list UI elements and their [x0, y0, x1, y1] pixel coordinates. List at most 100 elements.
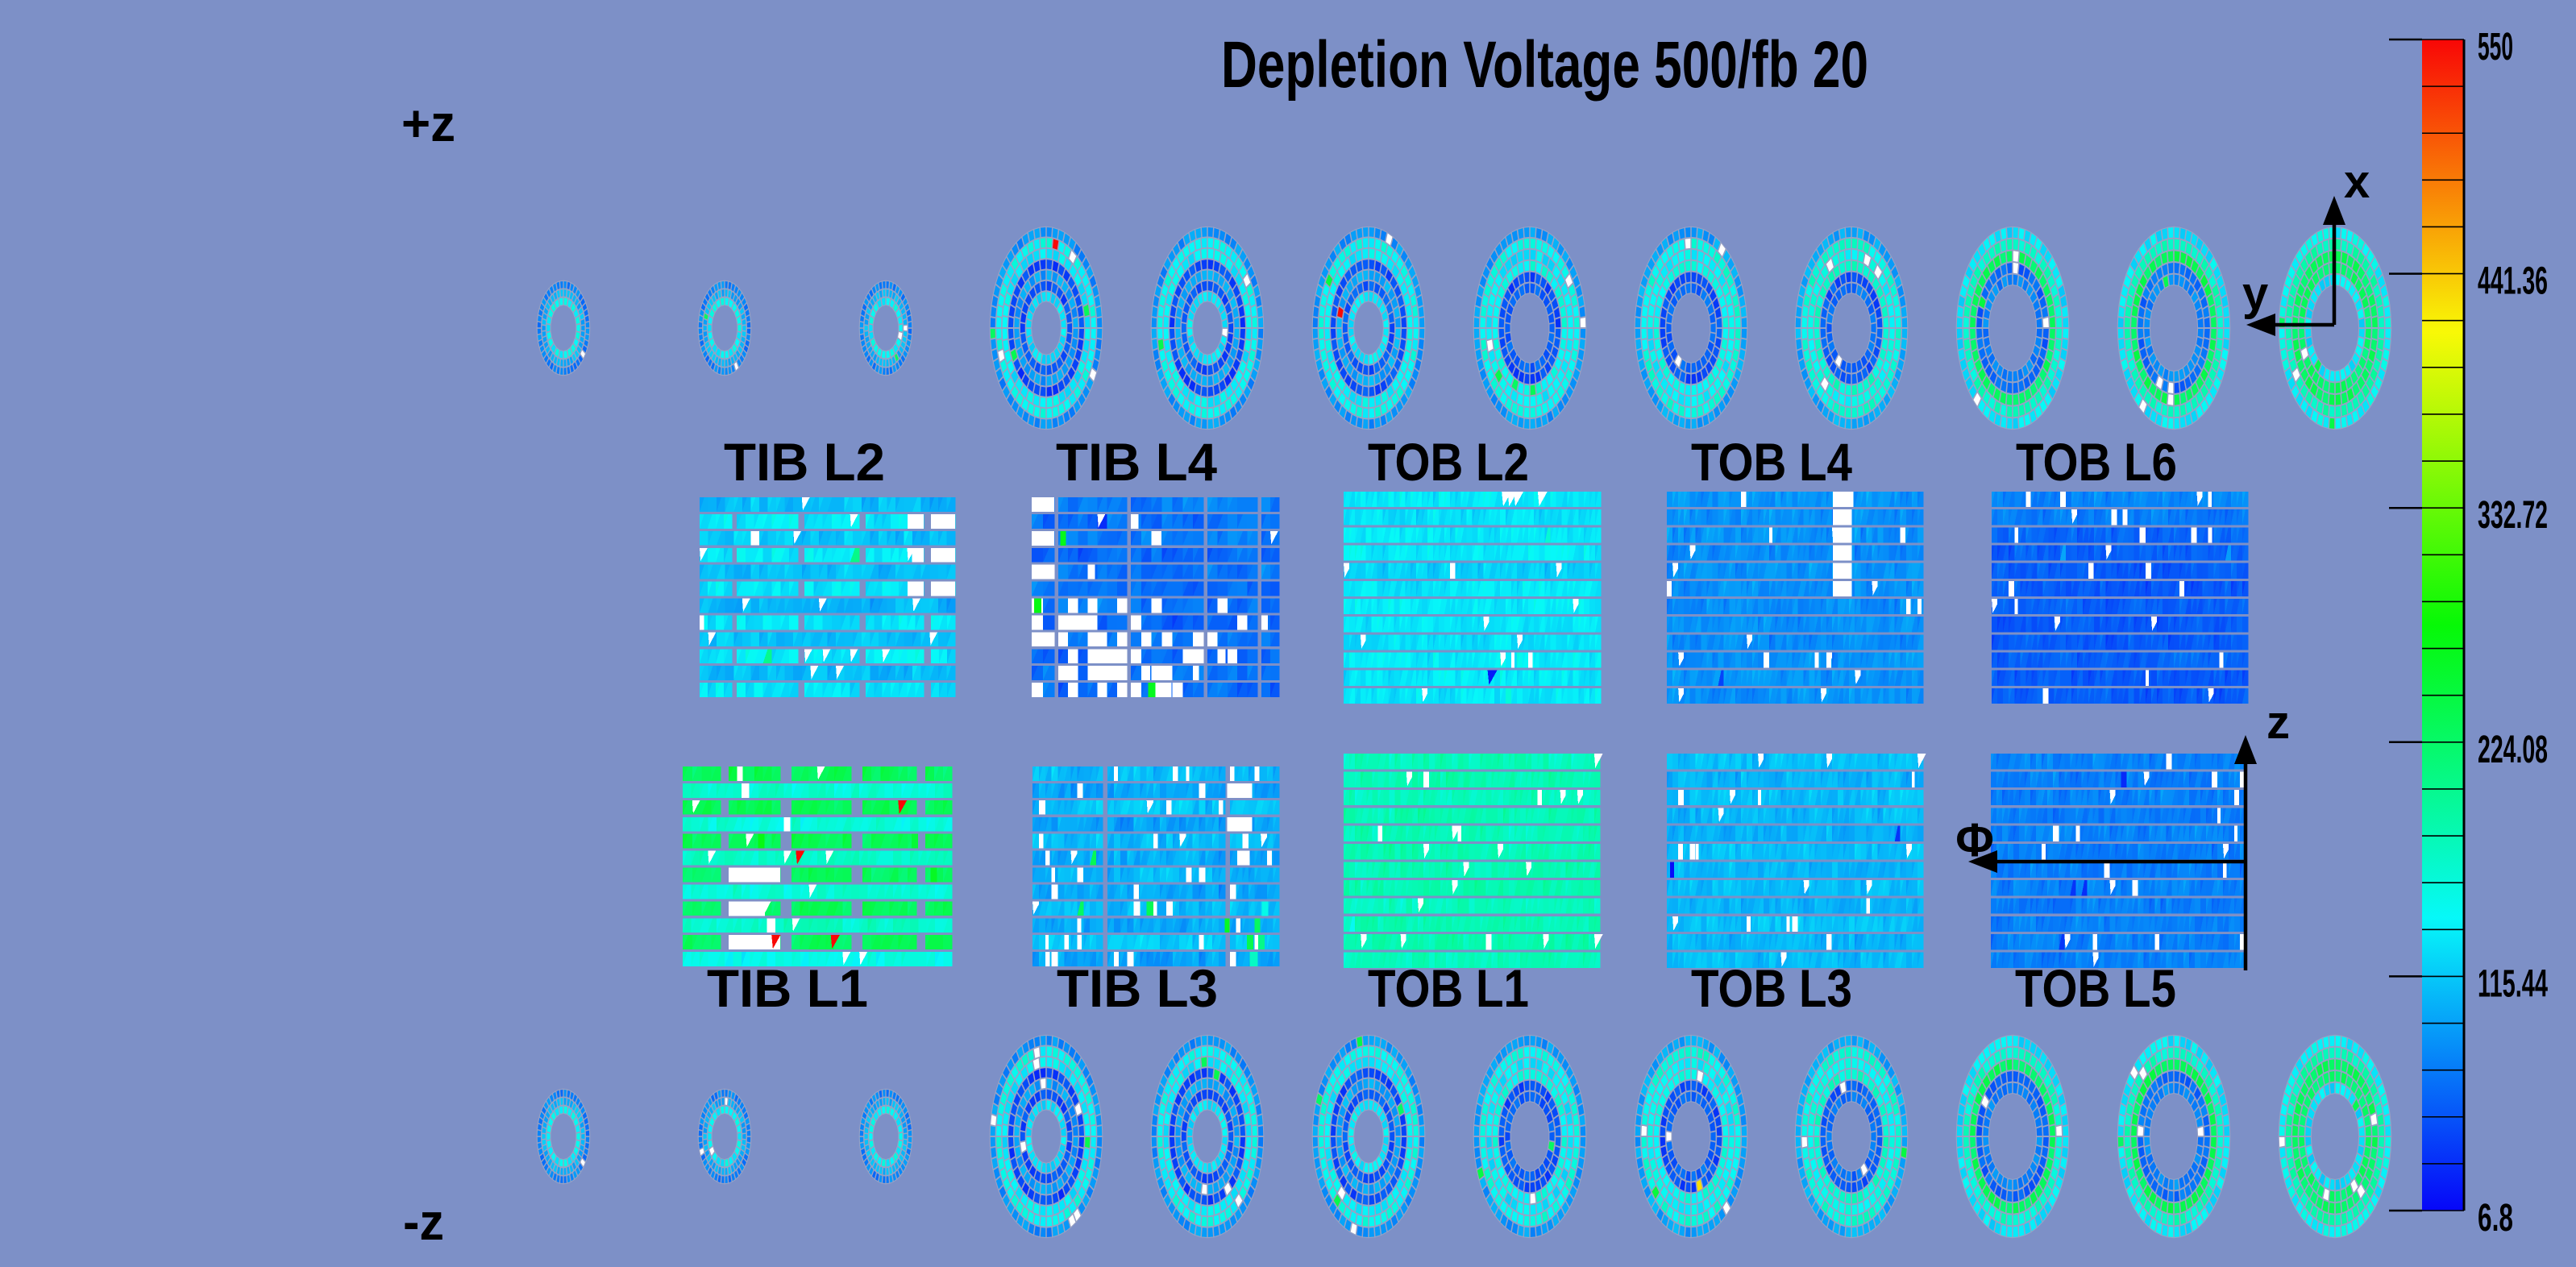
disk-module: [1485, 1136, 1493, 1149]
disk-module: [2278, 1124, 2286, 1137]
disk-module: [2285, 338, 2294, 352]
disk-module: [2340, 415, 2348, 430]
disk-module: [1355, 1045, 1364, 1060]
disk-module: [1696, 416, 1704, 430]
disk-module: [1888, 327, 1896, 341]
disk-module: [1504, 322, 1511, 334]
disk-module: [2167, 417, 2175, 430]
disk-module: [1579, 327, 1587, 340]
disk-module: [898, 323, 904, 333]
disk-module: [2160, 251, 2169, 266]
disk-module: [1394, 1124, 1402, 1137]
disk-module: [2173, 405, 2181, 418]
disk-module: [1162, 1136, 1170, 1149]
disk-module: [1844, 1034, 1852, 1047]
disk-module: [2123, 1136, 2131, 1149]
disk-module: [1955, 1136, 1963, 1149]
disk-module: [721, 1096, 725, 1107]
disk-module: [2358, 317, 2366, 329]
disk-module: [2173, 1178, 2180, 1191]
disk-module: [1573, 316, 1581, 329]
disk-module: [1523, 226, 1531, 239]
disk-module: [1634, 1136, 1642, 1149]
disk-module: [2329, 1082, 2336, 1095]
disk-module: [1690, 384, 1698, 397]
disk-module: [1640, 327, 1648, 340]
disk-module: [1090, 1136, 1097, 1149]
disk-module: [1168, 1124, 1176, 1137]
disk-module: [1901, 1124, 1909, 1137]
disk-module: [1684, 1192, 1692, 1205]
disk-module: [1039, 1066, 1047, 1079]
disk-module: [2123, 316, 2131, 329]
disk-module: [2322, 1035, 2330, 1049]
disk-module: [1418, 316, 1426, 329]
disk-module: [1652, 327, 1660, 340]
disk-module: [2062, 1136, 2070, 1149]
disk-module: [1157, 1124, 1164, 1137]
disk-module: [2328, 1034, 2336, 1048]
disk-module: [1529, 1215, 1537, 1228]
disk-module: [1523, 384, 1531, 397]
disk-module: [720, 1088, 725, 1099]
disk-module: [1329, 315, 1337, 329]
disk-module: [2005, 417, 2013, 430]
disk-module: [2129, 1136, 2138, 1149]
disk-module: [719, 1105, 725, 1115]
disk-module: [1162, 1124, 1170, 1137]
disk-module: [1548, 1130, 1556, 1143]
disk-module: [1690, 237, 1698, 250]
disk-module: [1839, 1035, 1847, 1049]
disk-module: [1323, 1124, 1332, 1137]
disk-module: [746, 321, 752, 329]
disk-module: [1498, 316, 1506, 329]
disk-module: [1844, 1203, 1852, 1216]
disk-module: [2378, 1124, 2386, 1137]
disk-row-plus-z: [536, 226, 2392, 430]
disk-module: [2055, 316, 2063, 329]
disk-module: [1573, 1124, 1581, 1137]
disk-module: [1318, 1136, 1325, 1149]
disk-module: [2384, 1136, 2392, 1149]
disk-module: [1819, 316, 1827, 329]
disk-module: [1529, 406, 1537, 419]
disk-module: [1233, 316, 1240, 329]
disk-module: [2179, 1223, 2187, 1238]
disk-module: [536, 1136, 542, 1144]
disk-module: [1851, 237, 1859, 250]
disk-module: [1412, 1124, 1419, 1137]
disk-module: [1554, 1136, 1562, 1149]
disk-module: [1051, 416, 1059, 430]
disk-module: [1665, 322, 1672, 334]
disk-module: [1039, 417, 1047, 430]
disk-module: [2328, 405, 2336, 418]
disk-module: [1361, 280, 1369, 293]
disk-module: [2378, 327, 2386, 340]
disk-module: [1336, 316, 1343, 329]
disk-module: [2123, 1124, 2131, 1137]
disk-module: [2173, 238, 2181, 251]
disk-module: [1368, 1066, 1376, 1079]
disk-module: [2334, 381, 2342, 395]
disk-module: [1039, 258, 1047, 271]
disk-module: [1851, 406, 1859, 419]
disk-module: [1201, 290, 1208, 303]
disk-module: [1535, 416, 1543, 430]
disk-module: [1968, 1124, 1977, 1137]
disk-module: [2321, 251, 2330, 266]
disk-module: [697, 1136, 704, 1144]
disk-module: [1150, 327, 1158, 340]
disk-module: [1066, 322, 1074, 334]
disk-module: [2328, 1070, 2336, 1083]
disk-module: [1329, 327, 1337, 341]
disk-module: [1045, 1204, 1053, 1217]
disk-module: [1039, 385, 1047, 398]
disk-module: [1090, 316, 1097, 329]
disk-module: [1341, 322, 1348, 334]
disk-module: [1039, 237, 1047, 249]
disk-module: [2017, 1198, 2026, 1214]
disk-module: [2160, 1059, 2169, 1074]
disk-module: [898, 1132, 904, 1141]
disk-module: [1968, 315, 1977, 329]
disk-module: [2378, 1136, 2386, 1149]
